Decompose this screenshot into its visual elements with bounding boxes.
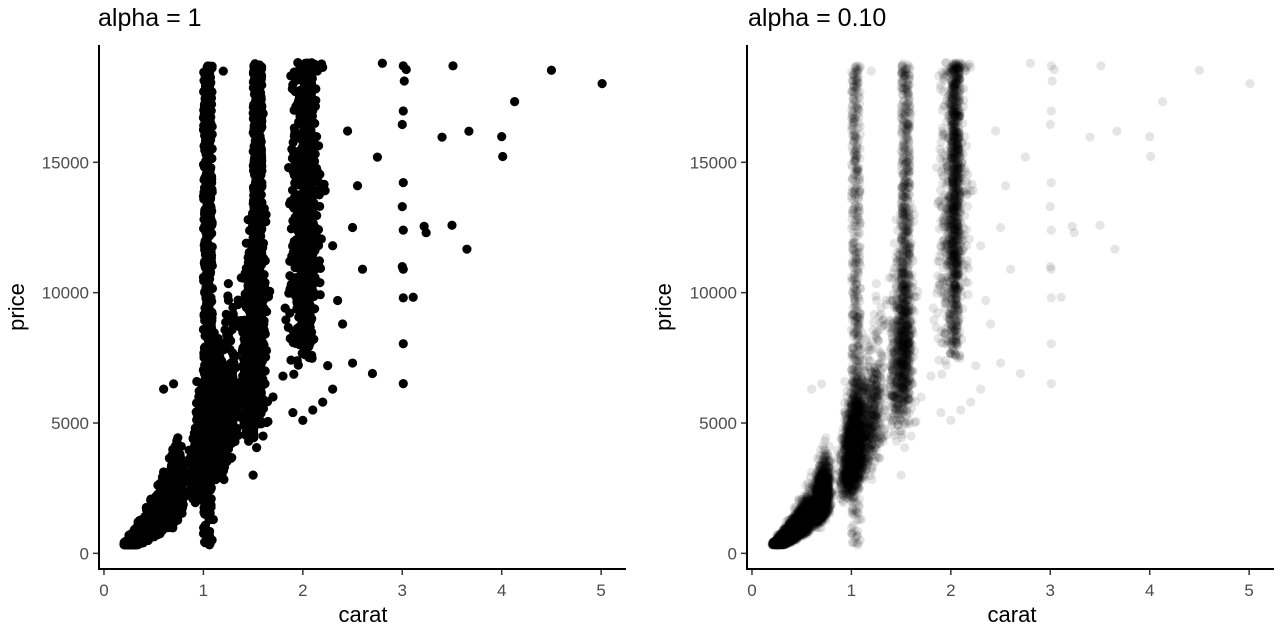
data-point bbox=[148, 524, 158, 534]
scatter-points bbox=[119, 58, 607, 550]
x-tick-label: 3 bbox=[398, 581, 407, 600]
y-tick-label: 15000 bbox=[42, 153, 89, 172]
axis-ticks: 0 1 2 3 4 5 0 5000 10000 15000 bbox=[42, 153, 606, 600]
y-tick-label: 0 bbox=[80, 544, 89, 563]
panel-left: alpha = 1 carat price 0 1 2 3 4 5 0 5000 10000 15… bbox=[4, 4, 626, 627]
x-tick-label: 4 bbox=[497, 581, 506, 600]
panel-title: alpha = 1 bbox=[98, 4, 202, 32]
x-tick-label: 0 bbox=[99, 581, 108, 600]
x-axis-label: carat bbox=[339, 602, 388, 627]
y-axis-label: price bbox=[4, 283, 29, 331]
y-tick-label: 5000 bbox=[51, 414, 89, 433]
x-tick-label: 5 bbox=[596, 581, 605, 600]
x-tick-label: 1 bbox=[199, 581, 208, 600]
y-tick-label: 10000 bbox=[42, 284, 89, 303]
data-point bbox=[147, 513, 157, 524]
x-tick-label: 2 bbox=[298, 581, 307, 600]
